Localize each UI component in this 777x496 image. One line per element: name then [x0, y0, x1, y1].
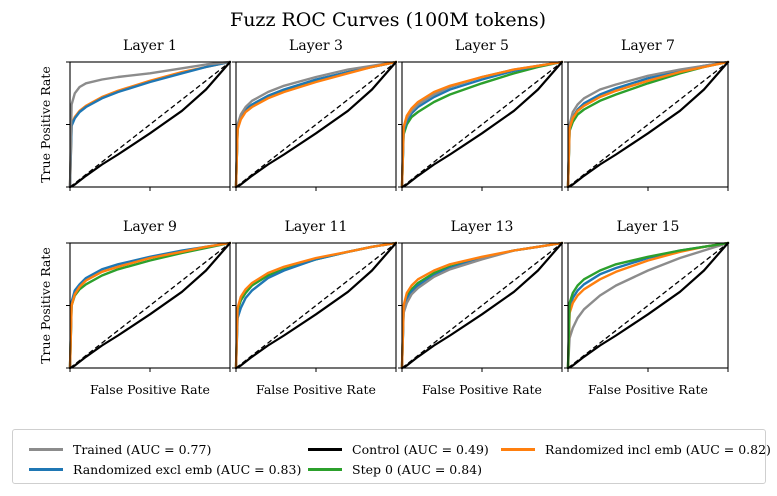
panel-3: Layer 5: [398, 38, 564, 191]
roc-curve-control: [400, 60, 564, 189]
roc-curve-rand_incl: [68, 241, 232, 370]
legend-label: Randomized incl emb (AUC = 0.82): [545, 441, 771, 457]
legend-item-trained: Trained (AUC = 0.77): [29, 440, 211, 458]
panel-title: Layer 3: [289, 38, 343, 54]
panel-6: Layer 11 False Positive Rate: [232, 219, 398, 397]
roc-curve-trained: [566, 60, 730, 189]
legend-label: Control (AUC = 0.49): [352, 441, 489, 457]
roc-figure: Fuzz ROC Curves (100M tokens) Layer 1 Tru…: [38, 9, 730, 397]
panel-4: Layer 7: [564, 38, 730, 191]
chance-diagonal: [69, 242, 231, 369]
chance-diagonal: [69, 61, 231, 188]
roc-curve-rand_incl: [566, 60, 730, 189]
legend-swatch: [29, 467, 63, 471]
legend-item-control: Control (AUC = 0.49): [308, 440, 489, 458]
chance-diagonal: [401, 61, 563, 188]
roc-curve-trained: [68, 60, 232, 189]
panel-title: Layer 5: [455, 38, 509, 54]
x-axis-label: False Positive Rate: [90, 382, 210, 397]
legend-swatch: [308, 447, 342, 451]
roc-curve-rand_incl: [400, 60, 564, 189]
y-axis-label: True Positive Rate: [38, 66, 53, 183]
legend-item-rand_incl: Randomized incl emb (AUC = 0.82): [501, 440, 771, 458]
roc-curve-control: [234, 241, 398, 370]
figure-title: Fuzz ROC Curves (100M tokens): [230, 9, 546, 31]
legend-swatch: [29, 447, 63, 451]
roc-curve-control: [234, 60, 398, 189]
chance-diagonal: [235, 61, 397, 188]
roc-curve-control: [400, 241, 564, 370]
chance-diagonal: [567, 61, 729, 188]
legend-item-rand_excl: Randomized excl emb (AUC = 0.83): [29, 460, 301, 478]
legend-swatch: [501, 447, 535, 451]
roc-curve-rand_incl: [234, 60, 398, 189]
y-axis-label: True Positive Rate: [38, 247, 53, 364]
panel-1: Layer 1 True Positive Rate: [38, 38, 232, 191]
panel-5: Layer 9 False Positive Rate True Positive …: [38, 219, 232, 397]
legend: Trained (AUC = 0.77) Control (AUC = 0.49)…: [12, 429, 771, 484]
chance-diagonal: [401, 242, 563, 369]
panel-title: Layer 13: [451, 219, 514, 235]
panel-title: Layer 1: [123, 38, 177, 54]
panel-title: Layer 15: [617, 219, 680, 235]
roc-curve-rand_incl: [400, 241, 564, 370]
roc-curve-control: [566, 241, 730, 370]
roc-curve-trained: [234, 60, 398, 189]
panel-7: Layer 13 False Positive Rate: [398, 219, 564, 397]
roc-curve-control: [68, 241, 232, 370]
roc-curve-trained: [566, 241, 730, 370]
legend-label: Step 0 (AUC = 0.84): [352, 461, 483, 477]
roc-curve-control: [566, 60, 730, 189]
roc-curve-control: [68, 60, 232, 189]
panel-8: Layer 15 False Positive Rate: [564, 219, 730, 397]
chance-diagonal: [235, 242, 397, 369]
roc-curve-step0: [566, 241, 730, 370]
panel-title: Layer 11: [285, 219, 348, 235]
legend-swatch: [308, 467, 342, 471]
legend-label: Trained (AUC = 0.77): [73, 441, 212, 457]
roc-curve-rand_incl: [234, 241, 398, 370]
panel-title: Layer 9: [123, 219, 177, 235]
legend-label: Randomized excl emb (AUC = 0.83): [73, 461, 302, 477]
panel-title: Layer 7: [621, 38, 675, 54]
x-axis-label: False Positive Rate: [256, 382, 376, 397]
x-axis-label: False Positive Rate: [422, 382, 542, 397]
roc-curve-rand_excl: [68, 60, 232, 189]
panels-group: Layer 1 True Positive Rate Layer 3 Layer 5 L…: [38, 38, 730, 397]
x-axis-label: False Positive Rate: [588, 382, 708, 397]
chance-diagonal: [567, 242, 729, 369]
panel-2: Layer 3: [232, 38, 398, 191]
legend-item-step0: Step 0 (AUC = 0.84): [308, 460, 482, 478]
